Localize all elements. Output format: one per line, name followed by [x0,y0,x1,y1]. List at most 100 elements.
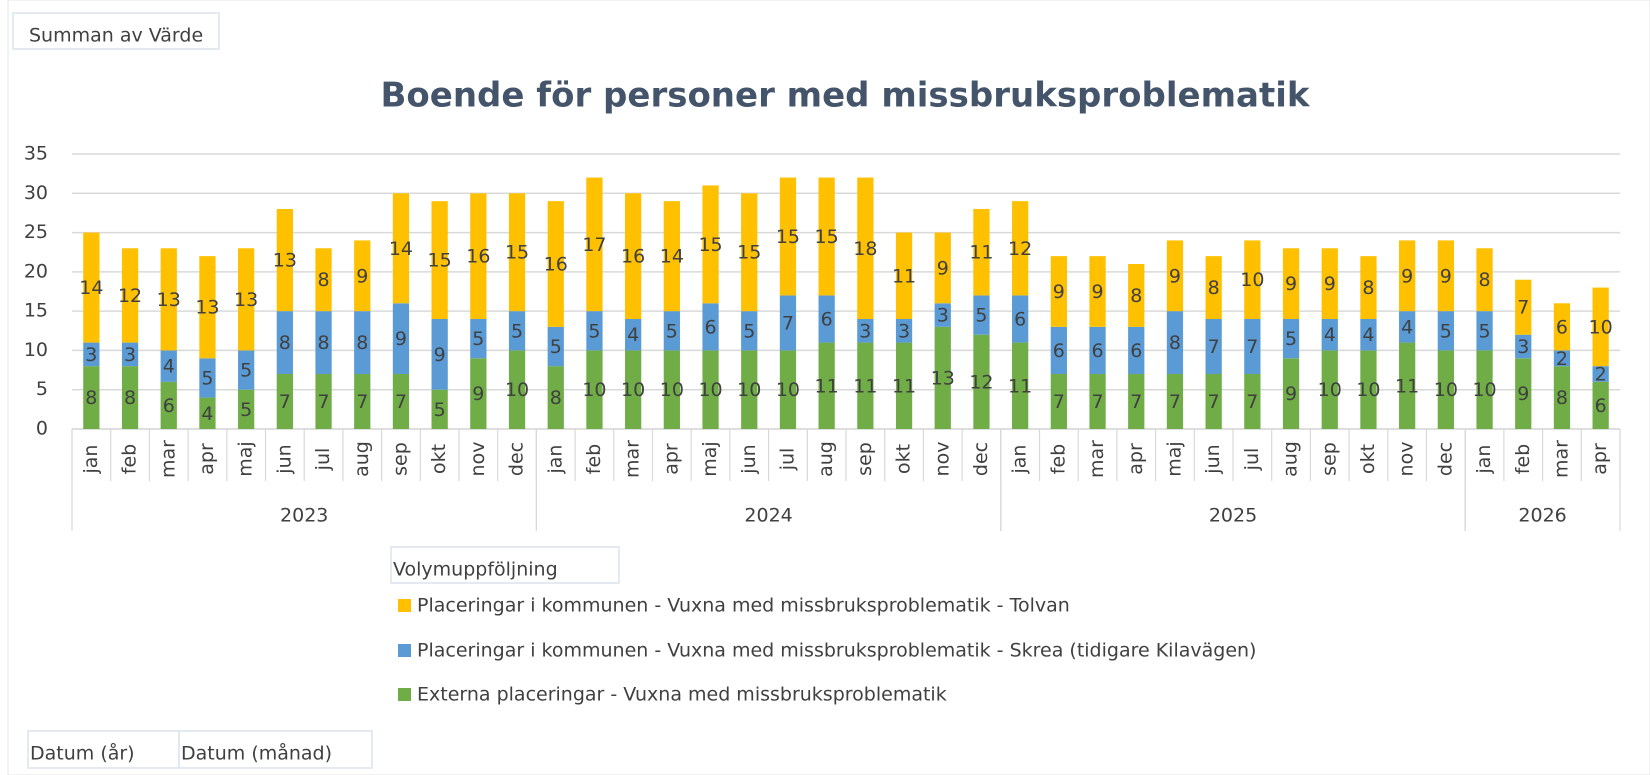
data-label: 2 [1556,348,1568,370]
bar-segment [1012,201,1029,296]
x-tick-label: sep [389,442,411,476]
bar-segment [83,232,100,343]
data-label: 7 [1092,391,1104,413]
bar-segment [276,374,293,429]
bar-segment [315,248,332,312]
data-label: 14 [660,246,684,268]
legend-field-button[interactable] [390,546,620,584]
bar-segment [1128,326,1145,374]
bar-segment [1437,240,1454,312]
data-label: 3 [124,344,136,366]
x-tick-label: maj [699,441,721,476]
value-field-label[interactable]: Summan av Värde [29,25,203,47]
bar-segment [741,350,758,429]
group-label: 2025 [1209,505,1257,527]
x-tick-label: jul [1241,448,1263,472]
data-label: 7 [1208,391,1220,413]
data-label: 7 [782,312,794,334]
bar-segment [1553,303,1571,351]
bar-segment [354,240,371,312]
data-label: 9 [356,265,368,287]
axis-field-button[interactable] [27,730,180,769]
bar-segment [1050,374,1067,429]
bar-segment [1282,358,1300,429]
data-label: 5 [511,320,523,342]
data-label: 3 [85,344,97,366]
bar-segment [121,342,139,367]
x-tick-label: okt [428,444,450,474]
x-tick-label: jan [1009,445,1031,475]
x-tick-label: apr [1125,443,1147,475]
bar-segment [160,248,177,351]
data-label: 11 [853,375,877,397]
bar-segment [895,319,913,343]
x-tick-label: jan [1473,445,1495,475]
x-tick-label: maj [1163,441,1185,476]
data-label: 9 [937,257,949,279]
y-tick-label: 20 [24,260,48,282]
bar-segment [547,366,564,429]
value-field-button[interactable] [12,12,220,50]
data-label: 6 [1092,340,1104,362]
x-tick-label: nov [1396,442,1418,477]
bar-segment [1515,358,1532,429]
axis-field-label[interactable]: Datum (månad) [181,742,332,765]
data-label: 8 [356,332,368,354]
bar-segment [1515,279,1532,335]
bar-segment [1012,342,1029,429]
bar-segment [1553,366,1571,429]
bar-segment [1050,256,1067,327]
data-label: 3 [859,320,871,342]
x-tick-label: sep [854,442,876,476]
data-label: 13 [234,289,258,311]
data-label: 15 [428,250,452,272]
x-tick-label: sep [1318,442,1340,476]
data-label: 6 [1556,316,1568,338]
x-tick-label: mar [622,440,644,478]
data-label: 6 [705,316,717,338]
bar-segment [1399,311,1416,343]
data-label: 7 [1130,391,1142,413]
legend-title[interactable]: Volymuppföljning [393,559,558,581]
x-tick-label: feb [583,444,605,474]
bar-segment [1205,256,1222,319]
bar-segment [547,326,564,367]
bar-segment [973,295,990,335]
x-tick-label: feb [1047,444,1069,474]
bar-segment [199,358,216,398]
data-label: 7 [395,391,407,413]
bar-segment [702,350,719,429]
data-label: 9 [1401,265,1413,287]
data-label: 11 [892,265,916,287]
data-label: 4 [163,356,175,378]
data-label: 5 [1479,320,1491,342]
bar-segment [1205,319,1222,374]
y-tick-label: 30 [24,182,48,204]
bar-segment [1399,240,1416,312]
bar-segment [818,342,835,429]
axis-field-label[interactable]: Datum (år) [30,742,135,765]
bar-segment [1399,342,1416,429]
bar-segment [315,311,332,374]
data-label: 8 [318,269,330,291]
data-label: 13 [273,250,297,272]
x-tick-label: dec [1434,442,1456,476]
data-label: 15 [505,242,529,264]
data-label: 12 [969,371,993,393]
data-label: 5 [434,399,446,421]
bar-segment [1360,319,1377,351]
bar-segment [895,342,913,429]
legend-label: Placeringar i kommunen - Vuxna med missb… [417,595,1070,617]
data-label: 11 [1008,375,1032,397]
data-label: 14 [389,238,413,260]
data-label: 5 [1440,320,1452,342]
bar-segment [625,319,642,351]
axis-field-button[interactable] [178,730,373,769]
bar-segment [238,350,255,390]
data-label: 12 [118,285,142,307]
data-label: 10 [1434,379,1458,401]
bar-segment [160,350,177,382]
data-label: 9 [434,344,446,366]
data-label: 7 [1169,391,1181,413]
